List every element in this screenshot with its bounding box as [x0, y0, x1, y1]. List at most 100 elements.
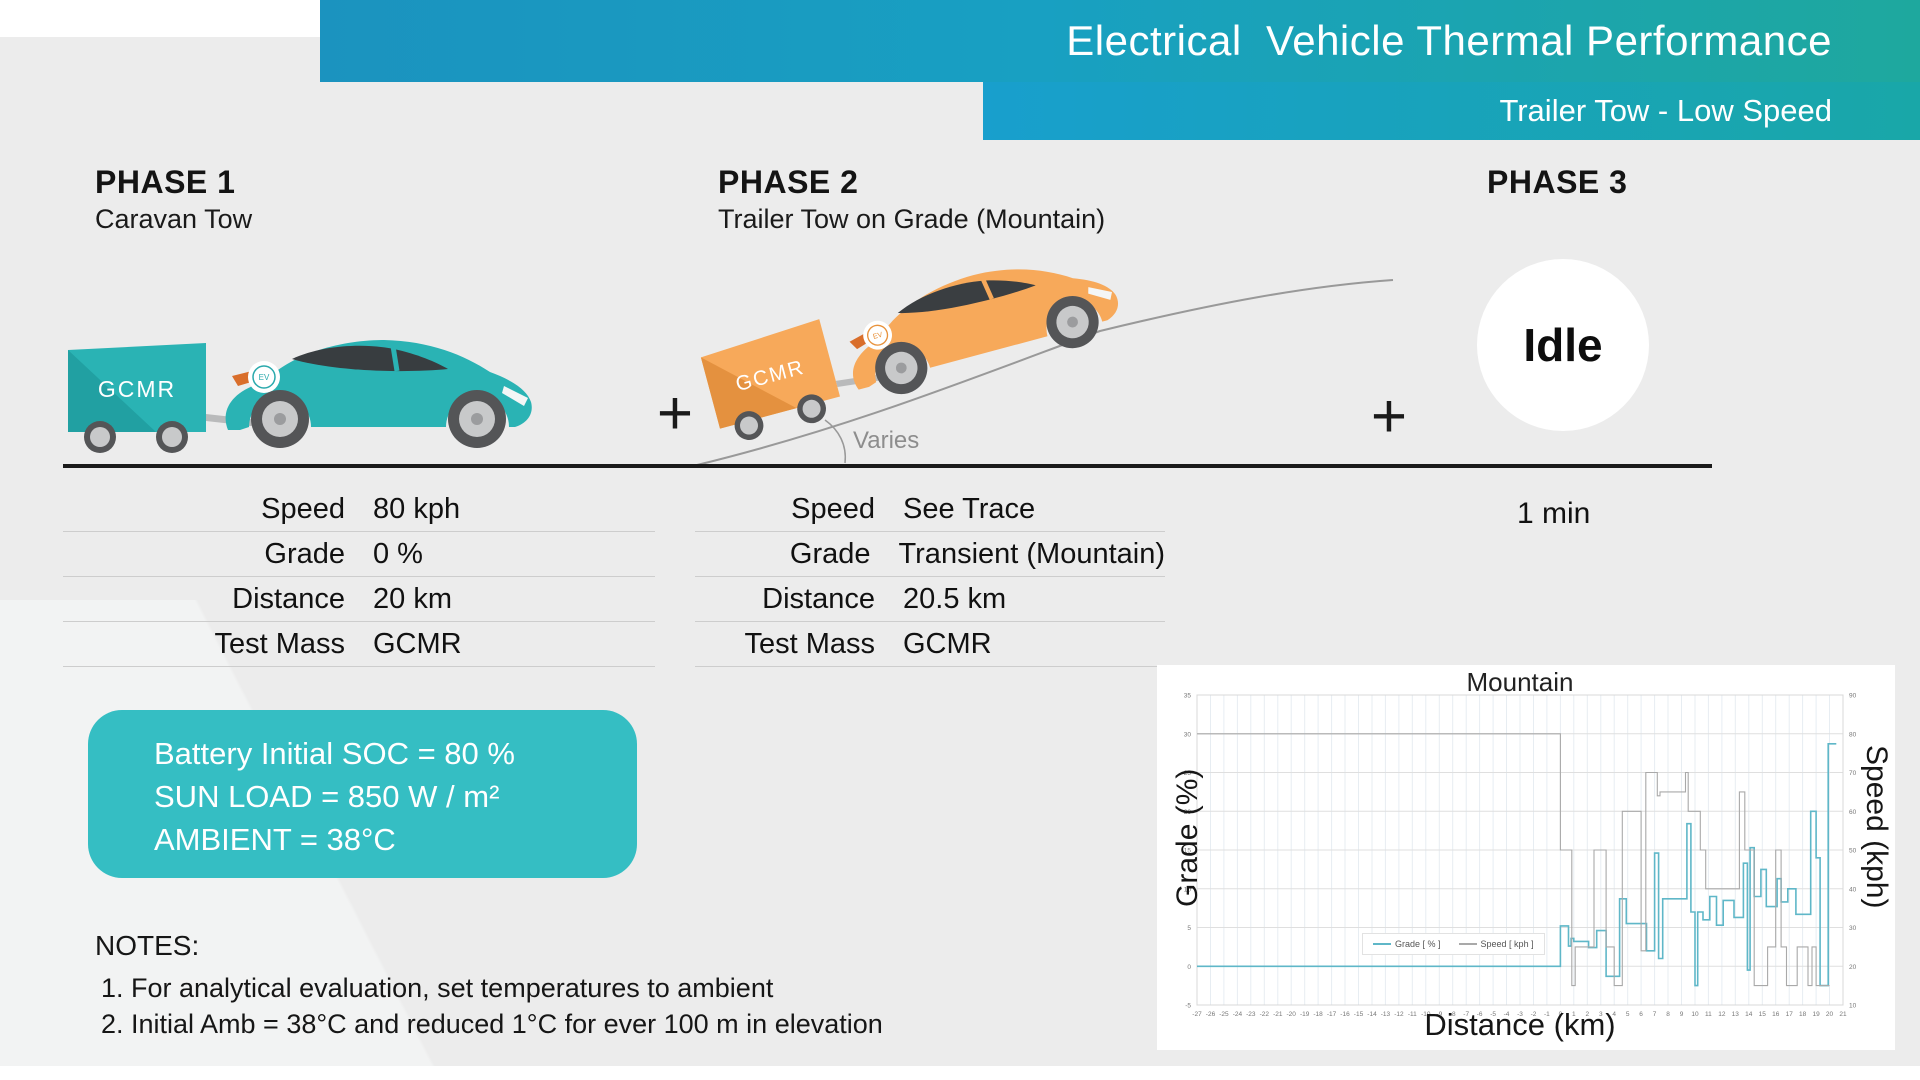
svg-text:20: 20 [1184, 809, 1192, 816]
car-windows [897, 280, 1036, 314]
svg-text:-5: -5 [1185, 1003, 1191, 1010]
svg-text:10: 10 [1849, 1003, 1857, 1010]
svg-text:-9: -9 [1436, 1011, 1442, 1018]
svg-text:20: 20 [1826, 1011, 1834, 1018]
svg-text:-25: -25 [1219, 1011, 1229, 1018]
headlight [502, 386, 528, 406]
spec-row: Distance 20 km [63, 577, 655, 622]
svg-text:7: 7 [1653, 1011, 1657, 1018]
svg-text:5: 5 [1626, 1011, 1630, 1018]
note-item: For analytical evaluation, set temperatu… [131, 970, 883, 1006]
svg-text:-17: -17 [1327, 1011, 1337, 1018]
spec-row: Speed See Trace [695, 487, 1165, 532]
ev-sedan: EV [225, 340, 532, 448]
trailer-gcmr-label: GCMR [98, 376, 176, 402]
speed-line-swatch [1458, 943, 1477, 945]
svg-text:40: 40 [1849, 886, 1857, 893]
condition-line: SUN LOAD = 850 W / m² [154, 779, 500, 814]
svg-text:15: 15 [1184, 848, 1192, 855]
page-title: Electrical Vehicle Thermal Performance [1066, 17, 1832, 64]
svg-text:30: 30 [1184, 731, 1192, 738]
condition-line: Battery Initial SOC = 80 % [154, 736, 515, 771]
x-axis-label: Distance (km) [1424, 1007, 1616, 1042]
header-banner: Electrical Vehicle Thermal Performance [320, 0, 1920, 82]
svg-text:-4: -4 [1504, 1011, 1510, 1018]
svg-text:-21: -21 [1273, 1011, 1283, 1018]
svg-text:-8: -8 [1450, 1011, 1456, 1018]
condition-line: AMBIENT = 38°C [154, 822, 396, 857]
phase2-subtitle: Trailer Tow on Grade (Mountain) [718, 204, 1106, 234]
phase1-caravan-tow-graphic: GCMR EV [68, 340, 532, 453]
phase2-grade-tow-graphic: Varies GCMR EV [696, 269, 1394, 466]
page-subtitle: Trailer Tow - Low Speed [1499, 93, 1832, 128]
idle-badge: Idle [1477, 259, 1649, 431]
phase2-title: PHASE 2 [718, 164, 859, 200]
svg-text:-16: -16 [1340, 1011, 1350, 1018]
trailer-shading [68, 350, 156, 432]
svg-text:4: 4 [1612, 1011, 1616, 1018]
svg-text:80: 80 [1849, 731, 1857, 738]
orange-convoy: GCMR EV [700, 269, 1118, 440]
spec-row: Distance 20.5 km [695, 577, 1165, 622]
note-item: Initial Amb = 38°C and reduced 1°C for e… [131, 1006, 883, 1042]
chart-legend: Grade [ % ] Speed [ kph ] [1362, 933, 1545, 955]
mountain-chart: -27 -26 -25 -24 -23 -22 -21 -20 -19 -18 -17 -16 -15-… [1184, 693, 1857, 1019]
phase3-duration: 1 min [1517, 497, 1591, 530]
test-conditions-box: Battery Initial SOC = 80 % SUN LOAD = 85… [88, 710, 637, 878]
svg-text:-14: -14 [1367, 1011, 1377, 1018]
svg-text:-26: -26 [1206, 1011, 1216, 1018]
svg-text:50: 50 [1849, 848, 1857, 855]
svg-text:11: 11 [1705, 1011, 1712, 1018]
svg-text:90: 90 [1849, 693, 1857, 700]
svg-text:EV: EV [259, 373, 270, 382]
idle-label: Idle [1523, 319, 1603, 371]
svg-text:60: 60 [1849, 809, 1857, 816]
phase2-spec-table: Speed See Trace Grade Transient (Mountain)… [695, 487, 1165, 667]
svg-text:10: 10 [1184, 886, 1192, 893]
chart-title: Mountain [1466, 667, 1574, 697]
trailer-shading [700, 357, 797, 429]
svg-text:3: 3 [1599, 1011, 1603, 1018]
phase1-spec-table: Speed 80 kph Grade 0 % Distance 20 km Test … [63, 487, 655, 667]
svg-text:13: 13 [1732, 1011, 1740, 1018]
svg-text:-19: -19 [1300, 1011, 1310, 1018]
svg-text:21: 21 [1839, 1011, 1847, 1018]
headlight [1088, 287, 1112, 300]
svg-text:15: 15 [1759, 1011, 1767, 1018]
svg-text:2: 2 [1585, 1011, 1589, 1018]
svg-text:-18: -18 [1313, 1011, 1323, 1018]
plus-icon: + [656, 379, 694, 448]
svg-text:25: 25 [1184, 770, 1192, 777]
svg-text:5: 5 [1187, 925, 1191, 932]
car-body [225, 340, 532, 430]
caravan-trailer: GCMR [68, 343, 278, 453]
svg-text:-10: -10 [1421, 1011, 1431, 1018]
svg-text:17: 17 [1786, 1011, 1794, 1018]
svg-text:-13: -13 [1381, 1011, 1391, 1018]
svg-text:-20: -20 [1286, 1011, 1296, 1018]
svg-text:18: 18 [1799, 1011, 1807, 1018]
svg-text:0: 0 [1559, 1011, 1563, 1018]
phase1-title: PHASE 1 [95, 164, 236, 200]
svg-text:12: 12 [1718, 1011, 1726, 1018]
svg-text:6: 6 [1639, 1011, 1643, 1018]
svg-text:8: 8 [1666, 1011, 1670, 1018]
svg-text:14: 14 [1745, 1011, 1753, 1018]
svg-text:0: 0 [1187, 964, 1191, 971]
spec-row: Speed 80 kph [63, 487, 655, 532]
svg-text:-3: -3 [1517, 1011, 1523, 1018]
svg-text:-24: -24 [1233, 1011, 1243, 1018]
svg-text:EV: EV [872, 330, 884, 341]
svg-text:20: 20 [1849, 964, 1857, 971]
varies-arc [824, 419, 847, 464]
spec-row: Test Mass GCMR [695, 622, 1165, 667]
spec-row: Grade 0 % [63, 532, 655, 577]
phase3-title: PHASE 3 [1487, 164, 1628, 200]
phase1-subtitle: Caravan Tow [95, 204, 253, 234]
svg-text:-27: -27 [1192, 1011, 1202, 1018]
svg-text:-12: -12 [1394, 1011, 1404, 1018]
svg-text:9: 9 [1680, 1011, 1684, 1018]
phase-divider-line [63, 464, 1712, 468]
svg-text:-15: -15 [1354, 1011, 1364, 1018]
spec-row: Test Mass GCMR [63, 622, 655, 667]
